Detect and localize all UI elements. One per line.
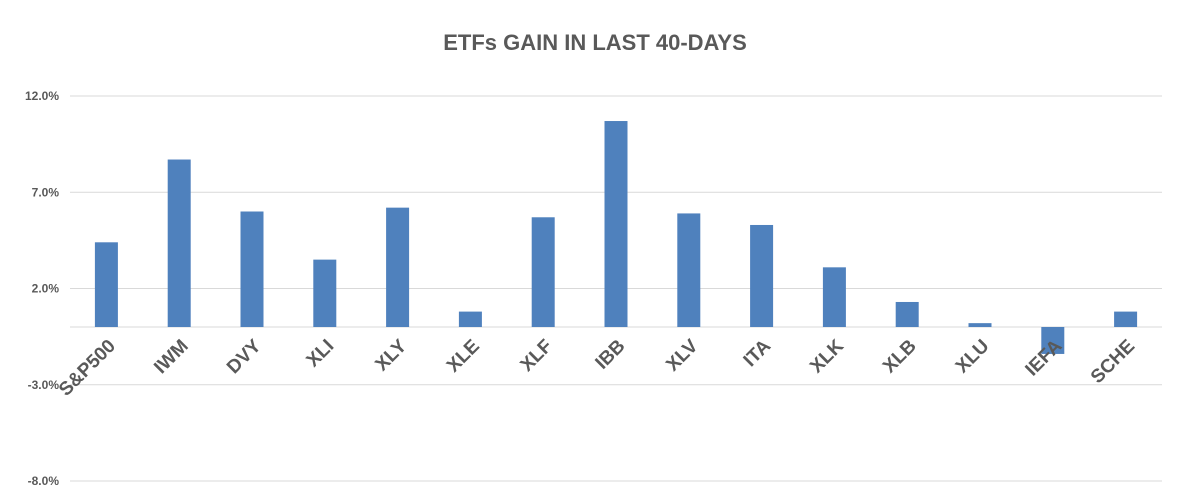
x-tick-label: ITA: [740, 335, 776, 371]
bar: [1041, 327, 1065, 354]
x-tick-label: IWM: [150, 336, 192, 378]
x-tick-label: SCHE: [1087, 336, 1139, 388]
bar: [313, 259, 337, 327]
bar: [94, 242, 118, 327]
bar: [604, 121, 628, 328]
bars: [94, 121, 1138, 354]
bar: [458, 311, 482, 327]
x-tick-label: S&P500: [55, 336, 120, 401]
x-tick-label: IBB: [592, 336, 630, 374]
x-tick-label: XLB: [879, 336, 921, 378]
bar: [167, 159, 191, 327]
y-tick-label: 2.0%: [32, 282, 60, 296]
bar: [822, 267, 846, 327]
x-tick-label: XLI: [303, 336, 339, 372]
y-axis-ticks: 12.0% 7.0% 2.0% -3.0% -8.0%: [25, 89, 59, 488]
bar: [750, 224, 774, 327]
bar: [895, 301, 919, 327]
x-tick-label: XLU: [952, 336, 994, 378]
bar: [677, 213, 701, 327]
y-tick-label: 12.0%: [25, 89, 59, 103]
bar: [1114, 311, 1138, 327]
bar: [531, 217, 555, 327]
y-tick-label: 7.0%: [32, 185, 60, 199]
x-tick-label: XLE: [443, 336, 484, 377]
y-tick-label: -8.0%: [28, 474, 60, 488]
x-tick-label: XLK: [806, 335, 848, 377]
chart-title: ETFs GAIN IN LAST 40-DAYS: [443, 30, 747, 55]
bar: [386, 207, 410, 327]
bar: [240, 211, 264, 327]
x-tick-label: DVY: [223, 335, 266, 378]
x-tick-label: XLV: [662, 335, 702, 375]
x-tick-label: XLY: [371, 335, 411, 375]
x-tick-label: XLF: [517, 336, 557, 376]
bar: [968, 323, 992, 327]
y-tick-label: -3.0%: [28, 378, 60, 392]
x-axis-labels: S&P500 IWM DVY XLI XLY XLE XLF IBB XLV ITA XLK XLB X…: [55, 335, 1139, 400]
